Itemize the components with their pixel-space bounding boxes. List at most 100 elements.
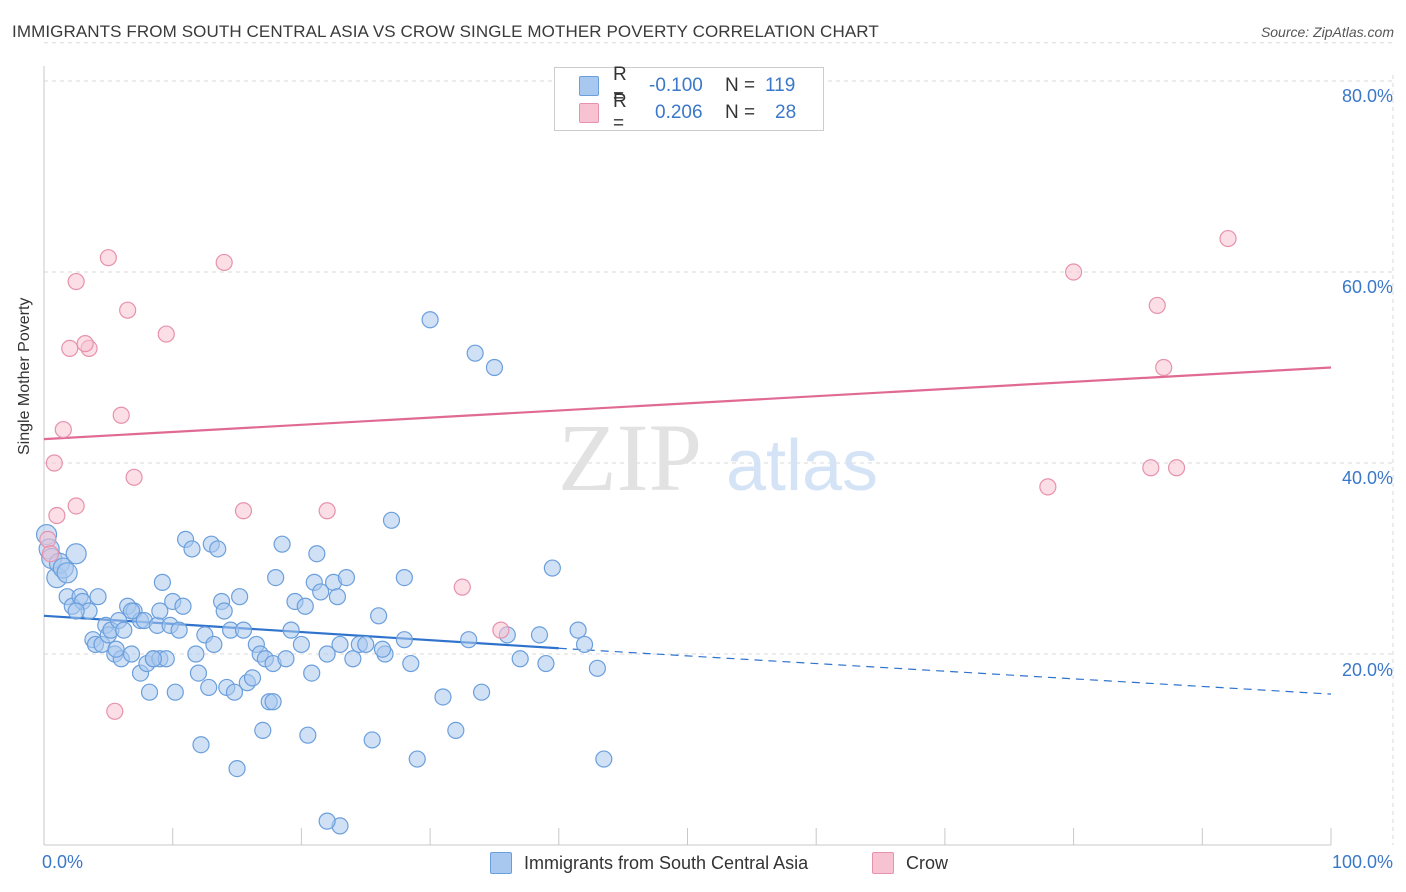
blue-data-point <box>318 812 336 830</box>
blue-data-point <box>466 344 484 362</box>
pink-data-point <box>67 272 85 291</box>
blue-data-point <box>370 607 388 625</box>
data-points <box>35 229 1237 835</box>
blue-data-point <box>344 650 362 668</box>
blue-data-point <box>511 650 529 668</box>
pink-data-point <box>39 530 57 549</box>
x-tick-label: 0.0% <box>42 852 84 872</box>
pink-swatch <box>872 852 894 874</box>
blue-data-point <box>122 645 141 663</box>
blue-data-point <box>192 736 210 754</box>
pink-data-point <box>492 621 510 639</box>
blue-data-point <box>292 635 310 654</box>
pink-data-point <box>234 502 253 520</box>
n-label: N = <box>725 102 756 123</box>
blue-data-point <box>569 621 587 639</box>
blue-data-point <box>402 654 420 673</box>
pink-data-point <box>67 497 85 515</box>
blue-data-point <box>277 650 295 668</box>
blue-data-point <box>312 583 330 601</box>
blue-data-point <box>530 626 549 644</box>
pink-data-point <box>1219 229 1237 248</box>
x-tick-label: 100.0% <box>1331 852 1393 872</box>
blue-data-point <box>331 635 349 654</box>
blue-data-point <box>296 597 314 615</box>
blue-data-point <box>537 654 555 673</box>
blue-data-point <box>395 631 413 649</box>
legend-row-blue: R = -0.100 N = 119 <box>579 64 796 107</box>
legend-item-immigrants[interactable]: Immigrants from South Central Asia <box>490 852 808 874</box>
blue-data-point <box>144 650 162 668</box>
pink-data-point <box>453 578 471 596</box>
pink-trend-line <box>43 366 1332 441</box>
legend-label: Crow <box>906 852 949 873</box>
blue-data-point <box>264 693 282 711</box>
source-label: Source: ZipAtlas.com <box>1260 24 1394 40</box>
blue-data-point <box>318 645 336 663</box>
pink-data-point <box>76 335 94 353</box>
blue-data-point <box>231 588 249 606</box>
blue-data-point <box>151 602 169 620</box>
y-tick-label: 40.0% <box>1341 468 1393 488</box>
pink-data-point <box>157 325 175 343</box>
pink-data-point <box>1167 459 1186 477</box>
blue-data-point <box>485 358 504 377</box>
grid-lines <box>44 42 1394 845</box>
correlation-legend: R = -0.100 N = 119 R = 0.206 N = 28 <box>554 64 824 134</box>
blue-data-point <box>189 664 208 682</box>
blue-data-point <box>183 540 201 558</box>
blue-data-point <box>434 688 452 706</box>
blue-data-point <box>575 635 594 654</box>
blue-data-point <box>357 635 375 654</box>
blue-data-point <box>303 664 321 682</box>
pink-data-point <box>41 545 60 563</box>
pink-data-point <box>125 468 143 486</box>
n-value: 119 <box>765 75 796 96</box>
blue-data-point <box>65 543 87 565</box>
blue-data-point <box>228 759 246 778</box>
r-value: 0.206 <box>655 102 703 123</box>
blue-data-point <box>107 640 125 658</box>
pink-data-point <box>215 253 233 272</box>
pink-data-point <box>61 339 79 357</box>
blue-data-point <box>205 635 223 654</box>
blue-data-point <box>200 678 218 697</box>
blue-data-point <box>254 721 272 740</box>
blue-data-point <box>153 573 172 591</box>
pink-data-point <box>48 506 66 525</box>
blue-data-point <box>408 750 426 768</box>
blue-trend-line-extension <box>558 647 1332 695</box>
y-tick-label: 20.0% <box>1341 660 1393 680</box>
y-tick-label: 60.0% <box>1341 277 1393 297</box>
blue-data-point <box>166 683 184 701</box>
pink-data-point <box>99 249 117 267</box>
blue-data-point <box>395 568 413 587</box>
pink-data-point <box>318 502 336 520</box>
r-value: -0.100 <box>649 75 703 96</box>
pink-data-point <box>1142 459 1160 477</box>
blue-data-point <box>174 597 192 615</box>
pink-data-point <box>54 420 72 439</box>
blue-data-point <box>267 568 285 587</box>
n-value: 28 <box>775 102 797 123</box>
blue-data-point <box>225 683 244 701</box>
blue-swatch <box>579 76 599 96</box>
legend-label: Immigrants from South Central Asia <box>524 852 809 873</box>
blue-data-point <box>140 683 159 701</box>
blue-data-point <box>595 750 613 768</box>
blue-data-point <box>89 588 107 606</box>
blue-data-point <box>67 602 85 620</box>
blue-data-point <box>460 631 478 649</box>
blue-data-point <box>447 721 465 740</box>
blue-data-point <box>56 562 78 584</box>
legend-item-crow[interactable]: Crow <box>872 852 948 874</box>
blue-data-point <box>337 568 356 587</box>
blue-data-point <box>543 559 561 577</box>
r-label: R = <box>613 91 627 134</box>
blue-data-point <box>382 511 401 529</box>
blue-data-point <box>215 602 233 620</box>
pink-data-point <box>119 301 137 319</box>
watermark-zip: ZIP <box>558 404 702 511</box>
blue-data-point <box>472 683 491 701</box>
y-axis-label: Single Mother Poverty <box>16 297 33 455</box>
